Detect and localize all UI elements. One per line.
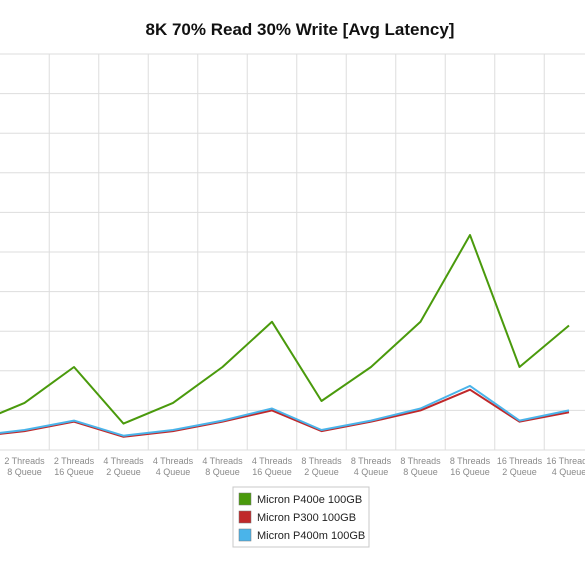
x-tick-label: 8 Threads 16 Queue [450, 456, 491, 477]
series-line-1 [0, 234, 570, 425]
x-tick-label: 2 Threads 16 Queue [54, 456, 95, 477]
series-line-3 [0, 384, 570, 437]
x-tick-label: 4 Threads 4 Queue [153, 456, 194, 477]
x-tick-label: 8 Threads 4 Queue [351, 456, 392, 477]
legend-label: Micron P400e 100GB [257, 494, 362, 506]
x-tick-label: 8 Threads 8 Queue [400, 456, 441, 477]
legend-label: Micron P300 100GB [257, 512, 356, 524]
x-tick-label: 4 Threads 16 Queue [252, 456, 293, 477]
legend: Micron P400e 100GB Micron P300 100GB Micro… [232, 486, 370, 548]
x-tick-label: 4 Threads 2 Queue [103, 456, 144, 477]
x-tick-label: 2 Threads 8 Queue [4, 456, 45, 477]
x-tick-label: 16 Threads 2 Queue [497, 456, 543, 477]
legend-swatch [238, 510, 252, 524]
legend-label: Micron P400m 100GB [257, 530, 365, 542]
legend-box [232, 486, 370, 548]
legend-swatch [238, 492, 252, 506]
series-line-2 [0, 388, 570, 438]
chart-title: 8K 70% Read 30% Write [Avg Latency] [146, 20, 455, 39]
legend-swatch [238, 528, 252, 542]
series-lines [0, 234, 570, 438]
x-tick-label: 8 Threads 2 Queue [301, 456, 342, 477]
grid [0, 53, 585, 451]
x-tick-label: 4 Threads 8 Queue [202, 456, 243, 477]
